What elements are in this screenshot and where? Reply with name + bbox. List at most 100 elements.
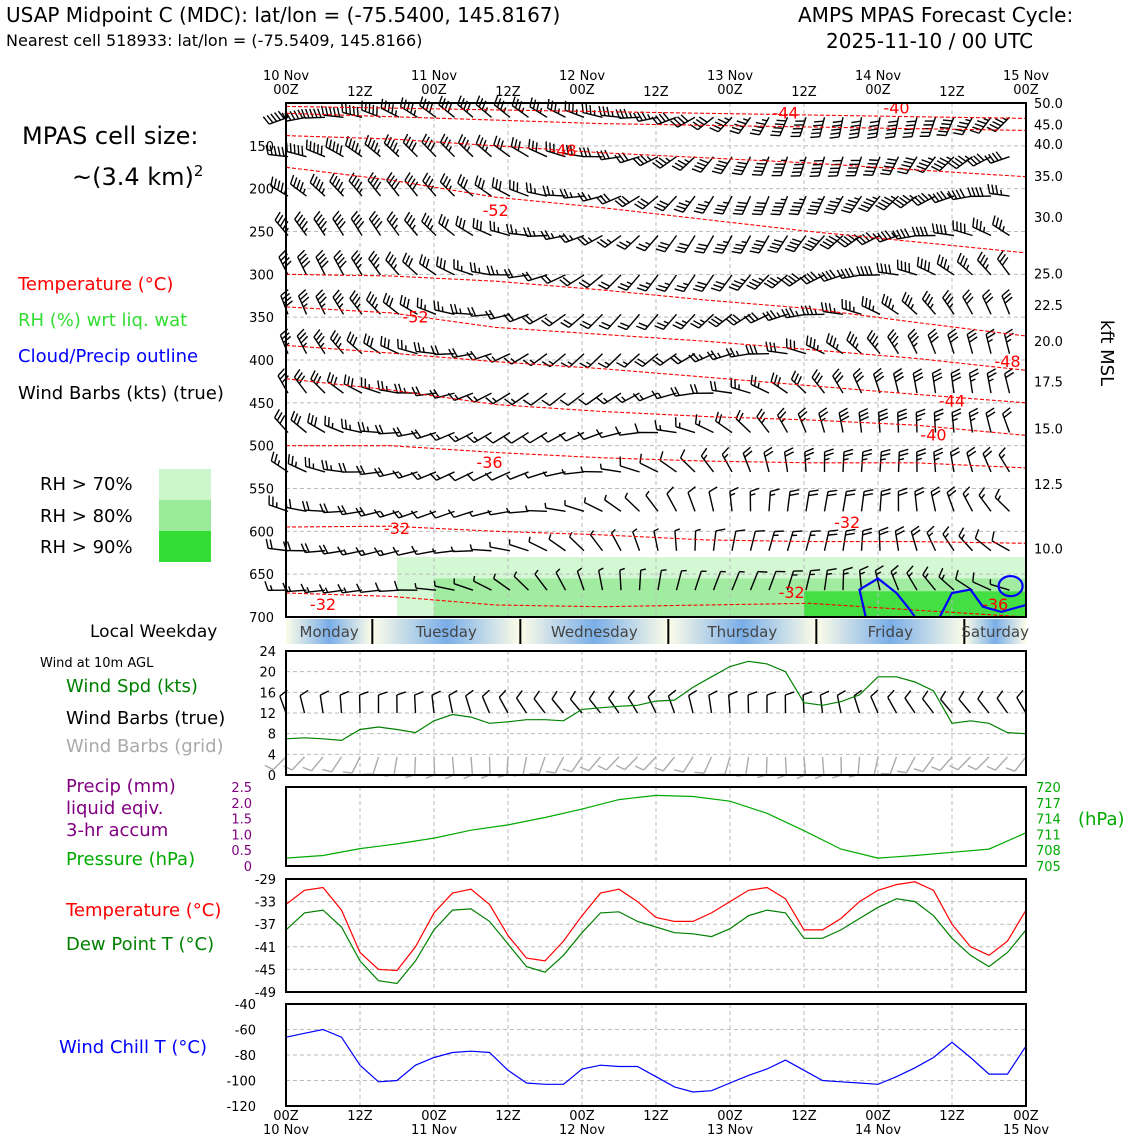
wind-barb <box>634 353 659 368</box>
barb-staff <box>588 698 602 714</box>
wind-barb <box>962 289 974 315</box>
barb-flag <box>636 111 643 121</box>
wind-barb <box>534 569 548 591</box>
wind-barb <box>541 353 566 368</box>
barb-flag <box>881 199 891 205</box>
barb-flag <box>725 318 735 326</box>
barb-flag <box>666 486 674 495</box>
barb-flag <box>433 388 440 398</box>
wind-barb <box>671 156 696 171</box>
surface-wind-barb-grid <box>634 756 657 771</box>
barb-half-flag <box>814 309 818 315</box>
barb-flag <box>597 362 607 369</box>
barb-flag <box>781 308 787 318</box>
barb-flag <box>982 446 991 455</box>
barb-staff <box>610 532 622 552</box>
wind-barb <box>639 453 659 473</box>
barb-flag <box>859 565 869 571</box>
barb-flag <box>480 179 485 190</box>
barb-flag <box>784 247 795 253</box>
top-time-label: 12Z <box>939 85 965 100</box>
wind-barb <box>393 580 418 591</box>
barb-half-flag <box>532 230 536 237</box>
barb-flag <box>277 368 285 377</box>
barb-staff <box>549 392 566 406</box>
barb-staff <box>768 571 777 591</box>
wind-barb <box>708 486 718 512</box>
wind-barb <box>636 313 659 331</box>
barb-flag <box>339 260 347 269</box>
barb-flag <box>874 371 883 379</box>
barb-half-flag <box>374 303 379 309</box>
barb-staff <box>921 698 935 714</box>
barb-staff <box>606 353 622 369</box>
barb-flag <box>365 291 372 301</box>
wind-barb <box>672 313 696 330</box>
barb-flag <box>675 321 685 327</box>
surface-wind-barb <box>481 689 491 714</box>
wind-barb <box>300 583 326 594</box>
surface-wind-barb <box>413 690 424 714</box>
wind-barb <box>484 471 511 481</box>
barb-flag <box>674 288 685 293</box>
barb-flag <box>473 262 477 273</box>
barb-staff <box>436 471 455 481</box>
barb-flag <box>309 141 312 151</box>
barb-staff <box>879 451 882 472</box>
barb-staff <box>434 550 455 554</box>
barb-flag <box>1003 411 1012 419</box>
wind-barb <box>290 410 307 434</box>
barb-flag <box>279 415 286 424</box>
barb-flag <box>923 260 927 270</box>
barb-flag <box>824 452 834 457</box>
barb-staff <box>978 494 992 512</box>
barb-half-flag <box>952 417 958 422</box>
barb-flag <box>958 527 965 537</box>
barb-staff <box>724 756 731 775</box>
wind-barb <box>559 274 585 287</box>
wind-barb <box>651 390 677 400</box>
barb-flag <box>316 108 322 118</box>
barb-flag <box>784 277 794 285</box>
barb-flag <box>938 130 948 133</box>
barb-half-flag <box>358 149 362 155</box>
wind-barb <box>786 570 803 591</box>
barb-staff <box>797 413 807 433</box>
wind-barb <box>522 313 548 325</box>
barb-flag <box>693 384 699 394</box>
barb-flag <box>811 369 818 378</box>
barb-flag <box>507 268 514 278</box>
barb-half-flag <box>645 282 652 286</box>
barb-staff <box>860 530 864 551</box>
barb-flag <box>658 157 668 165</box>
barb-flag <box>350 210 358 220</box>
barb-flag <box>751 213 762 216</box>
barb-flag <box>318 584 325 594</box>
barb-flag <box>281 146 285 157</box>
barb-flag <box>951 408 962 414</box>
wind-barb <box>645 490 659 512</box>
barb-flag <box>809 337 813 347</box>
barb-flag <box>747 313 756 322</box>
wind-barb <box>805 489 819 512</box>
barb-flag <box>621 195 630 203</box>
barb-flag <box>837 240 846 248</box>
barb-flag <box>880 263 884 273</box>
barb-flag <box>293 368 301 378</box>
wind-barb <box>265 538 289 552</box>
wind-barb <box>392 509 418 519</box>
barb-staff <box>981 295 992 315</box>
wind-barb <box>265 144 289 158</box>
barb-flag <box>603 193 611 202</box>
barb-flag <box>351 140 356 151</box>
wind-barb <box>367 172 382 197</box>
pressure-tick: 714 <box>1036 813 1061 828</box>
barb-flag <box>577 431 585 440</box>
wind-barb <box>402 252 418 276</box>
barb-flag <box>298 332 307 340</box>
barb-flag <box>781 279 790 287</box>
barb-flag <box>991 184 995 195</box>
barb-flag <box>627 689 635 699</box>
barb-staff <box>498 696 509 714</box>
barb-flag <box>411 181 419 191</box>
